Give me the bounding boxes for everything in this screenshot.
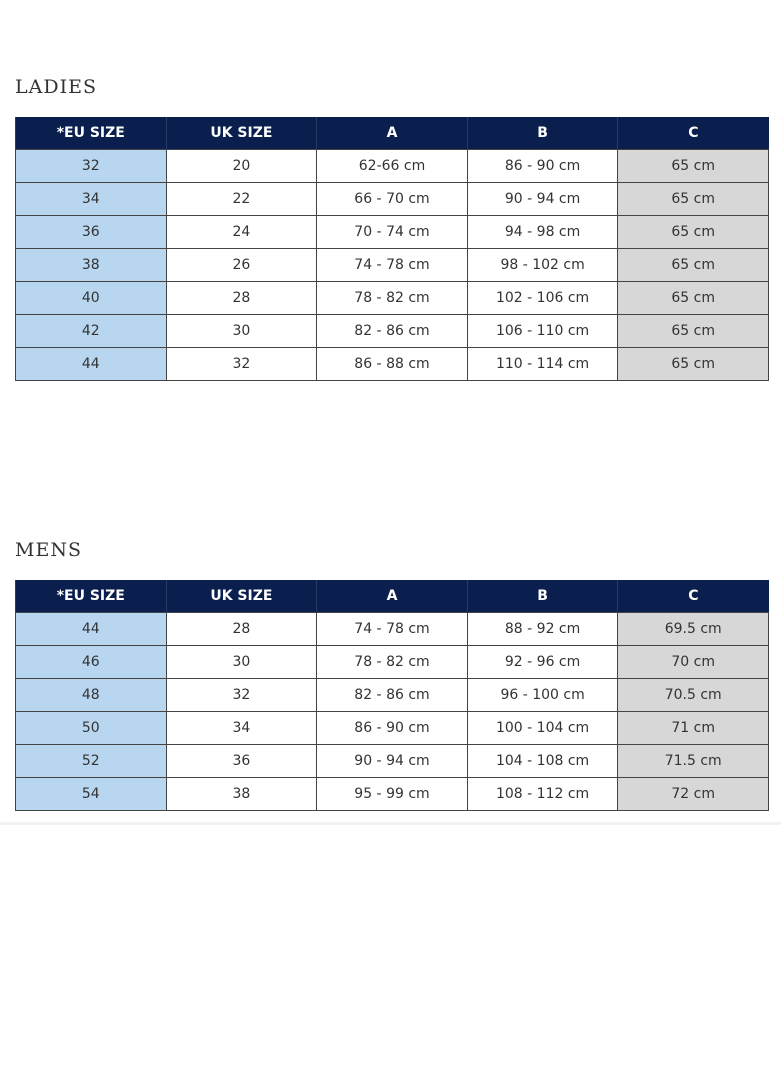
table-row: 50 34 86 - 90 cm 100 - 104 cm 71 cm xyxy=(15,711,769,745)
table-cell: 96 - 100 cm xyxy=(466,678,619,712)
table-cell: 65 cm xyxy=(617,314,769,348)
table-cell: 86 - 90 cm xyxy=(316,711,468,745)
table-cell: 24 xyxy=(165,215,318,249)
table-cell: 74 - 78 cm xyxy=(316,612,468,646)
table-row: 32 20 62-66 cm 86 - 90 cm 65 cm xyxy=(15,149,769,183)
table-cell: 98 - 102 cm xyxy=(466,248,619,282)
column-header: B xyxy=(466,580,618,613)
column-header: UK SIZE xyxy=(165,117,317,150)
table-cell: 50 xyxy=(15,711,167,745)
table-cell: 42 xyxy=(15,314,167,348)
table-cell: 71.5 cm xyxy=(617,744,769,778)
table-row: 40 28 78 - 82 cm 102 - 106 cm 65 cm xyxy=(15,281,769,315)
table-row: 44 28 74 - 78 cm 88 - 92 cm 69.5 cm xyxy=(15,612,769,646)
table-cell: 70 cm xyxy=(617,645,769,679)
table-cell: 28 xyxy=(165,612,318,646)
table-cell: 70.5 cm xyxy=(617,678,769,712)
column-header: UK SIZE xyxy=(165,580,317,613)
table-cell: 44 xyxy=(15,347,167,381)
table-cell: 34 xyxy=(15,182,167,216)
table-cell: 28 xyxy=(165,281,318,315)
table-cell: 90 - 94 cm xyxy=(466,182,619,216)
table-cell: 20 xyxy=(165,149,318,183)
table-cell: 82 - 86 cm xyxy=(316,678,468,712)
column-header: B xyxy=(466,117,618,150)
table-cell: 65 cm xyxy=(617,248,769,282)
table-cell: 78 - 82 cm xyxy=(316,281,468,315)
ladies-title: LADIES xyxy=(15,76,97,98)
mens-title: MENS xyxy=(15,539,82,561)
table-cell: 62-66 cm xyxy=(316,149,468,183)
table-cell: 66 - 70 cm xyxy=(316,182,468,216)
table-cell: 46 xyxy=(15,645,167,679)
table-cell: 36 xyxy=(165,744,318,778)
table-cell: 65 cm xyxy=(617,347,769,381)
table-cell: 32 xyxy=(15,149,167,183)
table-cell: 92 - 96 cm xyxy=(466,645,619,679)
table-cell: 38 xyxy=(165,777,318,811)
table-cell: 38 xyxy=(15,248,167,282)
table-cell: 54 xyxy=(15,777,167,811)
table-cell: 106 - 110 cm xyxy=(466,314,619,348)
table-row: 42 30 82 - 86 cm 106 - 110 cm 65 cm xyxy=(15,314,769,348)
table-cell: 26 xyxy=(165,248,318,282)
table-cell: 86 - 90 cm xyxy=(466,149,619,183)
table-cell: 95 - 99 cm xyxy=(316,777,468,811)
mens-size-table: *EU SIZE UK SIZE A B C 44 28 74 - 78 cm 88 - 92 … xyxy=(15,580,769,811)
table-cell: 48 xyxy=(15,678,167,712)
table-cell: 104 - 108 cm xyxy=(466,744,619,778)
table-cell: 74 - 78 cm xyxy=(316,248,468,282)
table-cell: 71 cm xyxy=(617,711,769,745)
header-row: *EU SIZE UK SIZE A B C xyxy=(15,580,769,613)
table-cell: 34 xyxy=(165,711,318,745)
divider xyxy=(0,822,781,825)
table-cell: 30 xyxy=(165,645,318,679)
table-cell: 65 cm xyxy=(617,149,769,183)
table-cell: 44 xyxy=(15,612,167,646)
table-cell: 69.5 cm xyxy=(617,612,769,646)
table-cell: 32 xyxy=(165,678,318,712)
table-cell: 36 xyxy=(15,215,167,249)
table-cell: 32 xyxy=(165,347,318,381)
table-cell: 108 - 112 cm xyxy=(466,777,619,811)
column-header: C xyxy=(617,580,769,613)
column-header: *EU SIZE xyxy=(15,117,167,150)
table-cell: 30 xyxy=(165,314,318,348)
table-cell: 22 xyxy=(165,182,318,216)
ladies-size-table: *EU SIZE UK SIZE A B C 32 20 62-66 cm 86 - 90 cm… xyxy=(15,117,769,381)
table-cell: 78 - 82 cm xyxy=(316,645,468,679)
table-cell: 100 - 104 cm xyxy=(466,711,619,745)
table-cell: 40 xyxy=(15,281,167,315)
table-cell: 65 cm xyxy=(617,281,769,315)
column-header: A xyxy=(316,117,468,150)
table-cell: 65 cm xyxy=(617,182,769,216)
table-row: 52 36 90 - 94 cm 104 - 108 cm 71.5 cm xyxy=(15,744,769,778)
column-header: C xyxy=(617,117,769,150)
table-cell: 90 - 94 cm xyxy=(316,744,468,778)
table-cell: 102 - 106 cm xyxy=(466,281,619,315)
table-row: 54 38 95 - 99 cm 108 - 112 cm 72 cm xyxy=(15,777,769,811)
table-cell: 65 cm xyxy=(617,215,769,249)
table-row: 48 32 82 - 86 cm 96 - 100 cm 70.5 cm xyxy=(15,678,769,712)
column-header: A xyxy=(316,580,468,613)
table-cell: 94 - 98 cm xyxy=(466,215,619,249)
table-row: 36 24 70 - 74 cm 94 - 98 cm 65 cm xyxy=(15,215,769,249)
table-row: 34 22 66 - 70 cm 90 - 94 cm 65 cm xyxy=(15,182,769,216)
table-cell: 82 - 86 cm xyxy=(316,314,468,348)
table-row: 38 26 74 - 78 cm 98 - 102 cm 65 cm xyxy=(15,248,769,282)
table-cell: 86 - 88 cm xyxy=(316,347,468,381)
table-cell: 110 - 114 cm xyxy=(466,347,619,381)
column-header: *EU SIZE xyxy=(15,580,167,613)
table-row: 44 32 86 - 88 cm 110 - 114 cm 65 cm xyxy=(15,347,769,381)
header-row: *EU SIZE UK SIZE A B C xyxy=(15,117,769,150)
table-cell: 52 xyxy=(15,744,167,778)
table-row: 46 30 78 - 82 cm 92 - 96 cm 70 cm xyxy=(15,645,769,679)
table-cell: 88 - 92 cm xyxy=(466,612,619,646)
table-cell: 72 cm xyxy=(617,777,769,811)
table-cell: 70 - 74 cm xyxy=(316,215,468,249)
